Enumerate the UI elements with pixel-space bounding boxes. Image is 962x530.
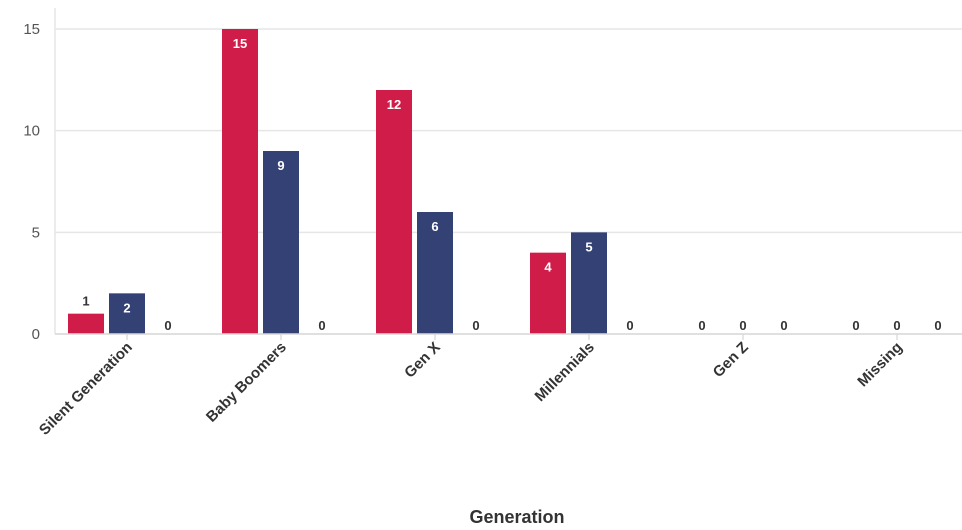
bar — [417, 212, 453, 334]
data-label: 0 — [472, 318, 479, 333]
x-tick-label: Missing — [854, 339, 906, 391]
data-label: 0 — [780, 318, 787, 333]
data-label: 6 — [431, 219, 438, 234]
y-tick-label: 10 — [23, 123, 40, 140]
x-tick-label: Gen X — [401, 339, 444, 382]
x-tick-label: Baby Boomers — [203, 339, 290, 426]
data-label: 2 — [123, 300, 130, 315]
data-label: 0 — [739, 318, 746, 333]
data-label: 0 — [852, 318, 859, 333]
bar — [571, 232, 607, 334]
x-tick-label: Silent Generation — [36, 339, 136, 439]
bar — [263, 151, 299, 334]
data-label: 0 — [626, 318, 633, 333]
bars — [68, 29, 607, 334]
y-tick-label: 15 — [23, 21, 40, 38]
data-label: 5 — [585, 239, 592, 254]
data-label: 12 — [387, 97, 401, 112]
bar — [530, 252, 566, 334]
gridlines — [55, 28, 962, 335]
y-tick-label: 0 — [32, 326, 40, 343]
data-label: 0 — [934, 318, 941, 333]
data-label: 0 — [318, 318, 325, 333]
x-axis-title: Generation — [469, 507, 564, 527]
data-label: 0 — [698, 318, 705, 333]
data-label: 9 — [277, 158, 284, 173]
bar — [222, 29, 258, 334]
bar — [68, 313, 104, 334]
y-tick-label: 5 — [32, 224, 40, 241]
x-tick-label: Gen Z — [710, 339, 752, 381]
data-label: 4 — [544, 260, 552, 275]
data-label: 0 — [893, 318, 900, 333]
bar — [376, 90, 412, 334]
data-label: 0 — [164, 318, 171, 333]
x-tick-label: Millennials — [532, 339, 598, 405]
data-label: 15 — [233, 36, 247, 51]
bar — [109, 293, 145, 334]
data-label: 1 — [82, 294, 89, 309]
